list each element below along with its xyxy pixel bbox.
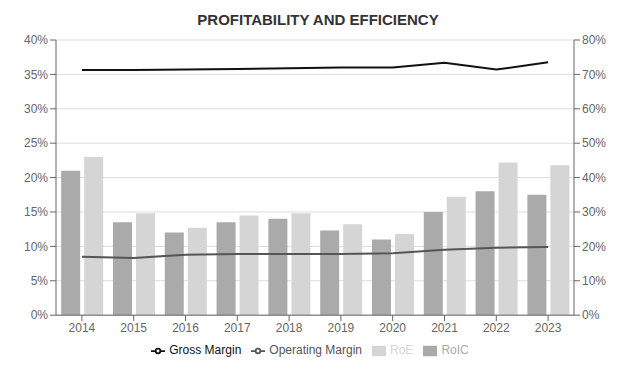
svg-text:0%: 0% bbox=[31, 308, 49, 322]
svg-text:40%: 40% bbox=[24, 33, 48, 47]
svg-text:2022: 2022 bbox=[483, 321, 510, 335]
html-text:PROFITABILITY AND EFFICIENCY: PROFITABILITY AND EFFICIENCY bbox=[197, 11, 439, 28]
svg-text:20%: 20% bbox=[582, 240, 606, 254]
svg-text:50%: 50% bbox=[582, 136, 606, 150]
html-text:Gross Margin: Gross Margin bbox=[169, 343, 242, 358]
svg-text:10%: 10% bbox=[582, 274, 606, 288]
svg-text:80%: 80% bbox=[582, 33, 606, 47]
svg-text:30%: 30% bbox=[582, 205, 606, 219]
svg-text:70%: 70% bbox=[582, 68, 606, 82]
svg-text:10%: 10% bbox=[24, 240, 48, 254]
svg-text:2015: 2015 bbox=[120, 321, 147, 335]
svg-text:2016: 2016 bbox=[172, 321, 199, 335]
svg-text:0%: 0% bbox=[582, 308, 600, 322]
svg-text:2023: 2023 bbox=[535, 321, 562, 335]
svg-text:15%: 15% bbox=[24, 205, 48, 219]
svg-text:60%: 60% bbox=[582, 102, 606, 116]
html-text:RoE: RoE bbox=[390, 343, 414, 358]
svg-text:2020: 2020 bbox=[379, 321, 406, 335]
html-text:Operating Margin: Operating Margin bbox=[269, 343, 362, 358]
svg-text:25%: 25% bbox=[24, 136, 48, 150]
svg-text:2021: 2021 bbox=[431, 321, 458, 335]
svg-text:2019: 2019 bbox=[328, 321, 355, 335]
svg-text:35%: 35% bbox=[24, 68, 48, 82]
svg-text:2017: 2017 bbox=[224, 321, 251, 335]
svg-text:5%: 5% bbox=[31, 274, 49, 288]
svg-text:2014: 2014 bbox=[69, 321, 96, 335]
svg-text:30%: 30% bbox=[24, 102, 48, 116]
svg-text:40%: 40% bbox=[582, 171, 606, 185]
html-text:RoIC: RoIC bbox=[441, 343, 469, 358]
svg-text:20%: 20% bbox=[24, 171, 48, 185]
svg-text:2018: 2018 bbox=[276, 321, 303, 335]
